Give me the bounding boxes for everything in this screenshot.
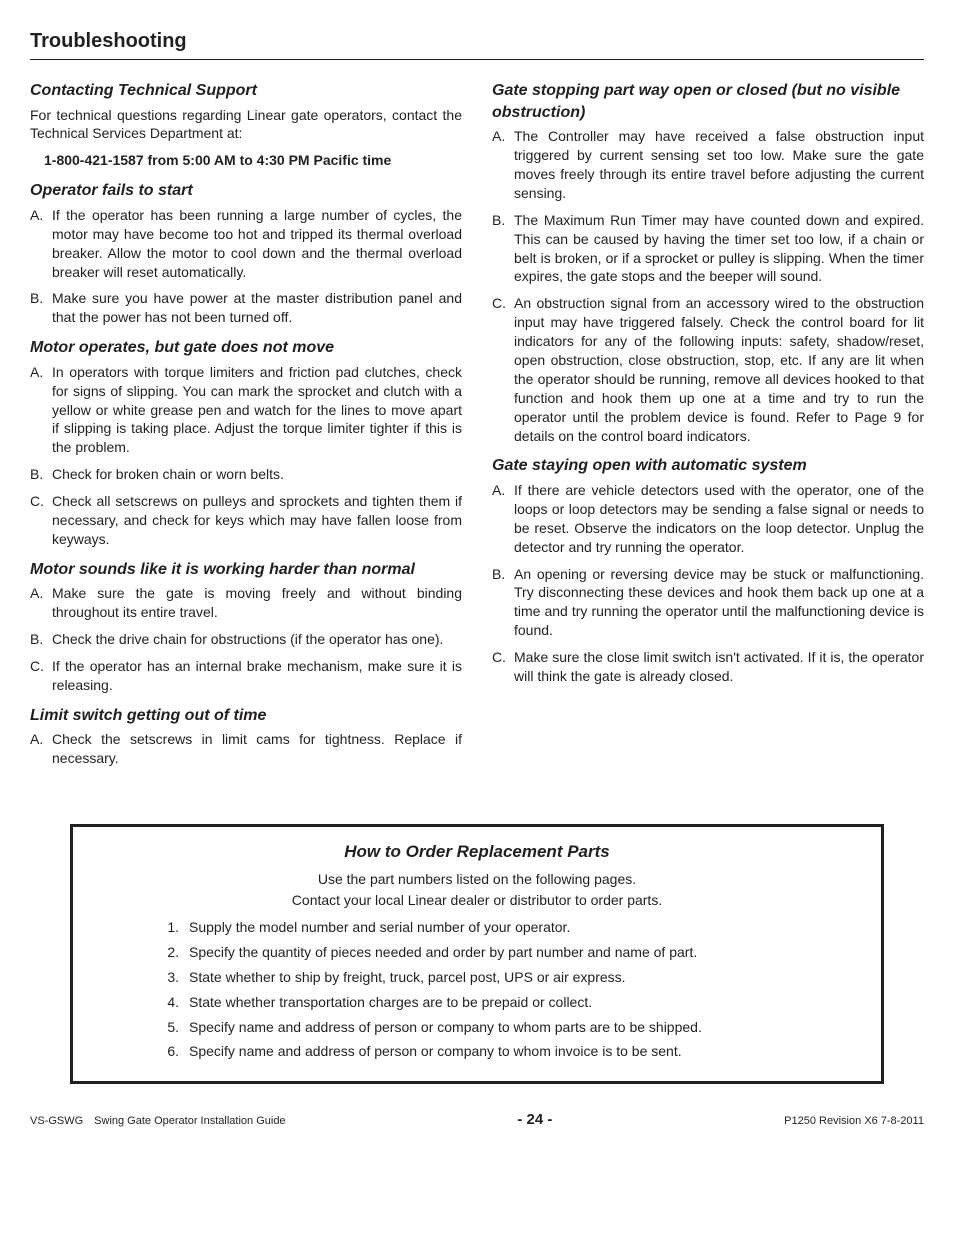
list-item: 2.Specify the quantity of pieces needed … — [163, 943, 841, 962]
item-text: Check the setscrews in limit cams for ti… — [52, 730, 462, 768]
item-text: Make sure the gate is moving freely and … — [52, 584, 462, 622]
item-text: An opening or reversing device may be st… — [514, 565, 924, 641]
list-item: 4.State whether transportation charges a… — [163, 993, 841, 1012]
list-gate-stopping: A.The Controller may have received a fal… — [492, 127, 924, 445]
order-title: How to Order Replacement Parts — [113, 841, 841, 864]
item-text: Make sure you have power at the master d… — [52, 289, 462, 327]
item-text: Specify the quantity of pieces needed an… — [189, 943, 841, 962]
left-column: Contacting Technical Support For technic… — [30, 70, 462, 776]
order-intro-line-1: Use the part numbers listed on the follo… — [113, 870, 841, 889]
item-text: If the operator has an internal brake me… — [52, 657, 462, 695]
list-item: A.If the operator has been running a lar… — [30, 206, 462, 282]
list-item: C.Check all setscrews on pulleys and spr… — [30, 492, 462, 549]
list-item: A.Check the setscrews in limit cams for … — [30, 730, 462, 768]
phone-line: 1-800-421-1587 from 5:00 AM to 4:30 PM P… — [44, 151, 462, 170]
item-text: Check all setscrews on pulleys and sproc… — [52, 492, 462, 549]
list-item: B.Make sure you have power at the master… — [30, 289, 462, 327]
heading-limit-switch: Limit switch getting out of time — [30, 705, 462, 727]
list-item: B.The Maximum Run Timer may have counted… — [492, 211, 924, 287]
list-item: 1.Supply the model number and serial num… — [163, 918, 841, 937]
list-item: B.An opening or reversing device may be … — [492, 565, 924, 641]
page-title: Troubleshooting — [30, 28, 924, 60]
list-item: A.Make sure the gate is moving freely an… — [30, 584, 462, 622]
item-text: State whether transportation charges are… — [189, 993, 841, 1012]
list-item: A.If there are vehicle detectors used wi… — [492, 481, 924, 557]
order-intro-line-2: Contact your local Linear dealer or dist… — [113, 891, 841, 910]
heading-contacting-support: Contacting Technical Support — [30, 80, 462, 102]
order-parts-box: How to Order Replacement Parts Use the p… — [70, 824, 884, 1084]
para-contact-intro: For technical questions regarding Linear… — [30, 106, 462, 144]
list-item: A.The Controller may have received a fal… — [492, 127, 924, 203]
footer-left: VS-GSWG Swing Gate Operator Installation… — [30, 1114, 286, 1129]
order-steps-list: 1.Supply the model number and serial num… — [163, 918, 841, 1061]
footer-right: P1250 Revision X6 7-8-2011 — [784, 1114, 924, 1129]
item-text: Check the drive chain for obstructions (… — [52, 630, 462, 649]
item-text: If there are vehicle detectors used with… — [514, 481, 924, 557]
item-text: An obstruction signal from an accessory … — [514, 294, 924, 445]
page-number: - 24 - — [517, 1110, 552, 1130]
list-item: 5.Specify name and address of person or … — [163, 1018, 841, 1037]
heading-gate-stopping: Gate stopping part way open or closed (b… — [492, 80, 924, 123]
item-text: State whether to ship by freight, truck,… — [189, 968, 841, 987]
list-motor-harder: A.Make sure the gate is moving freely an… — [30, 584, 462, 694]
list-item: A.In operators with torque limiters and … — [30, 363, 462, 457]
list-motor-no-move: A.In operators with torque limiters and … — [30, 363, 462, 549]
list-item: C.Make sure the close limit switch isn't… — [492, 648, 924, 686]
list-item: 6.Specify name and address of person or … — [163, 1042, 841, 1061]
heading-operator-fails: Operator fails to start — [30, 180, 462, 202]
list-item: B.Check for broken chain or worn belts. — [30, 465, 462, 484]
item-text: Check for broken chain or worn belts. — [52, 465, 462, 484]
item-text: In operators with torque limiters and fr… — [52, 363, 462, 457]
page-footer: VS-GSWG Swing Gate Operator Installation… — [30, 1110, 924, 1130]
item-text: Supply the model number and serial numbe… — [189, 918, 841, 937]
heading-motor-no-move: Motor operates, but gate does not move — [30, 337, 462, 359]
item-text: Specify name and address of person or co… — [189, 1018, 841, 1037]
heading-gate-staying-open: Gate staying open with automatic system — [492, 455, 924, 477]
list-item: 3.State whether to ship by freight, truc… — [163, 968, 841, 987]
list-gate-staying-open: A.If there are vehicle detectors used wi… — [492, 481, 924, 686]
list-item: C.An obstruction signal from an accessor… — [492, 294, 924, 445]
list-operator-fails: A.If the operator has been running a lar… — [30, 206, 462, 327]
list-item: C.If the operator has an internal brake … — [30, 657, 462, 695]
right-column: Gate stopping part way open or closed (b… — [492, 70, 924, 776]
item-text: The Controller may have received a false… — [514, 127, 924, 203]
heading-motor-harder: Motor sounds like it is working harder t… — [30, 559, 462, 581]
item-text: If the operator has been running a large… — [52, 206, 462, 282]
item-text: The Maximum Run Timer may have counted d… — [514, 211, 924, 287]
item-text: Make sure the close limit switch isn't a… — [514, 648, 924, 686]
list-item: B.Check the drive chain for obstructions… — [30, 630, 462, 649]
content-columns: Contacting Technical Support For technic… — [30, 70, 924, 776]
item-text: Specify name and address of person or co… — [189, 1042, 841, 1061]
list-limit-switch: A.Check the setscrews in limit cams for … — [30, 730, 462, 768]
